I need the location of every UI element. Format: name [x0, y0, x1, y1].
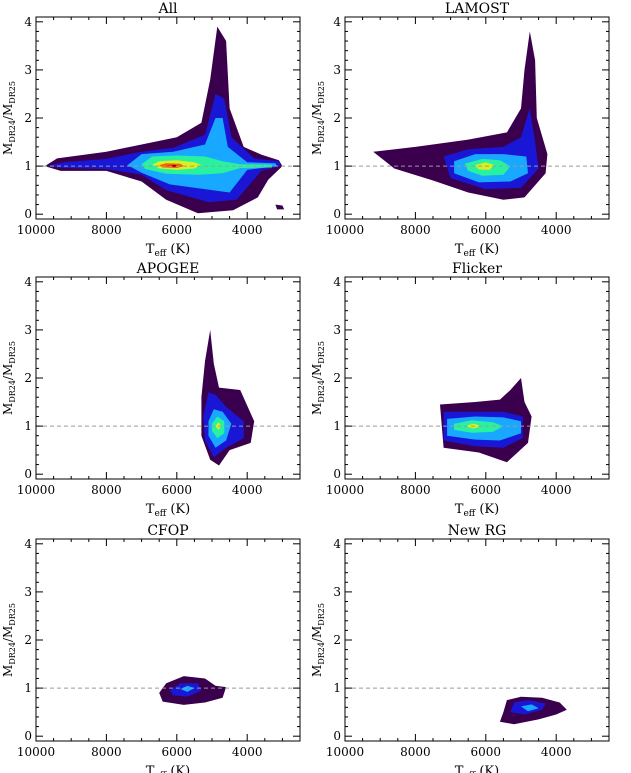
y-tick-label: 1 — [24, 159, 32, 173]
density-contours — [373, 31, 548, 200]
y-tick-label: 1 — [333, 681, 341, 695]
y-axis-label: MDR24/MDR25 — [1, 81, 17, 155]
x-tick-label: 6000 — [471, 745, 502, 759]
y-tick-label: 4 — [24, 15, 32, 29]
y-tick-label: 2 — [24, 111, 32, 125]
x-axis-label: Teff (K) — [146, 502, 190, 519]
x-tick-label: 6000 — [162, 745, 193, 759]
x-tick-label: 8000 — [91, 745, 122, 759]
x-tick-label: 10000 — [326, 483, 364, 497]
y-axis-label: MDR24/MDR25 — [1, 603, 17, 677]
y-axis-label: MDR24/MDR25 — [310, 341, 326, 415]
y-axis-label: MDR24/MDR25 — [310, 81, 326, 155]
x-tick-label: 10000 — [326, 745, 364, 759]
plot-frame — [35, 276, 301, 480]
y-tick-label: 0 — [333, 729, 341, 743]
panel-title: LAMOST — [445, 1, 510, 17]
y-tick-label: 0 — [333, 467, 341, 481]
y-tick-label: 4 — [333, 537, 341, 551]
x-tick-label: 10000 — [17, 483, 55, 497]
panel-cfop: 10000 8000 6000 4000 0 1 2 3 4 CFOP Teff (K) MDR24/… — [1, 523, 301, 773]
y-tick-label: 1 — [24, 681, 32, 695]
y-tick-label: 2 — [333, 371, 341, 385]
y-tick-label: 4 — [333, 275, 341, 289]
density-contours — [440, 378, 532, 463]
y-tick-label: 3 — [333, 585, 341, 599]
panel-all: 10000 8000 6000 4000 0 1 2 3 4 All Teff (K) MDR24/M… — [1, 1, 301, 259]
contour-level-3 — [141, 155, 272, 175]
contour-level-2 — [127, 118, 278, 193]
density-contours — [44, 26, 285, 214]
y-tick-label: 0 — [24, 729, 32, 743]
x-tick-label: 4000 — [541, 745, 572, 759]
y-tick-label: 4 — [333, 15, 341, 29]
y-tick-label: 3 — [333, 63, 341, 77]
panel-title: All — [157, 1, 178, 17]
y-tick-label: 1 — [333, 419, 341, 433]
x-tick-label: 10000 — [17, 223, 55, 237]
y-tick-label: 0 — [24, 467, 32, 481]
y-tick-label: 3 — [24, 585, 32, 599]
panel-title: Flicker — [452, 261, 502, 277]
y-tick-label: 2 — [24, 371, 32, 385]
y-tick-label: 0 — [333, 207, 341, 221]
y-tick-label: 1 — [333, 159, 341, 173]
y-tick-label: 0 — [24, 207, 32, 221]
x-axis-label: Teff (K) — [146, 764, 190, 773]
y-tick-label: 2 — [333, 111, 341, 125]
x-tick-label: 8000 — [91, 223, 122, 237]
contour-level-2 — [521, 704, 539, 712]
panel-title: New RG — [448, 523, 507, 539]
x-tick-label: 4000 — [232, 223, 263, 237]
x-tick-label: 8000 — [400, 483, 431, 497]
y-tick-label: 2 — [24, 633, 32, 647]
contour-level-4 — [475, 162, 495, 170]
y-tick-label: 1 — [24, 419, 32, 433]
plot-frame — [344, 538, 610, 742]
x-axis-label: Teff (K) — [455, 502, 499, 519]
x-tick-label: 10000 — [326, 223, 364, 237]
x-tick-label: 8000 — [400, 745, 431, 759]
x-tick-label: 10000 — [17, 745, 55, 759]
y-tick-label: 2 — [333, 633, 341, 647]
contour-level-0 — [275, 204, 285, 210]
x-tick-label: 8000 — [91, 483, 122, 497]
contour-level-6 — [168, 164, 179, 168]
x-axis-label: Teff (K) — [146, 242, 190, 259]
x-tick-label: 4000 — [232, 745, 263, 759]
panel-title: CFOP — [147, 523, 188, 539]
density-contours — [499, 696, 567, 725]
panel-title: APOGEE — [136, 261, 200, 277]
x-tick-label: 8000 — [400, 223, 431, 237]
y-tick-label: 3 — [24, 63, 32, 77]
x-axis-label: Teff (K) — [455, 242, 499, 259]
y-axis-label: MDR24/MDR25 — [1, 341, 17, 415]
panel-apogee: 10000 8000 6000 4000 0 1 2 3 4 APOGEE Teff (K) MDR2… — [1, 261, 301, 519]
y-tick-label: 3 — [24, 323, 32, 337]
x-tick-label: 6000 — [162, 223, 193, 237]
x-tick-label: 4000 — [541, 483, 572, 497]
density-contours — [201, 329, 255, 466]
x-tick-label: 6000 — [471, 223, 502, 237]
panel-flicker: 10000 8000 6000 4000 0 1 2 3 4 Flicker Teff (K) MDR… — [310, 261, 610, 519]
x-tick-label: 6000 — [162, 483, 193, 497]
y-tick-label: 4 — [24, 537, 32, 551]
x-axis-label: Teff (K) — [455, 764, 499, 773]
x-tick-label: 4000 — [541, 223, 572, 237]
x-tick-label: 6000 — [471, 483, 502, 497]
panel-new-rg: 10000 8000 6000 4000 0 1 2 3 4 New RG Teff (K) MDR2… — [310, 523, 610, 773]
y-axis-label: MDR24/MDR25 — [310, 603, 326, 677]
plot-frame — [35, 538, 301, 742]
x-tick-label: 4000 — [232, 483, 263, 497]
y-tick-label: 3 — [333, 323, 341, 337]
density-contours — [159, 676, 227, 705]
contour-level-2 — [180, 685, 195, 692]
y-tick-label: 4 — [24, 275, 32, 289]
panel-lamost: 10000 8000 6000 4000 0 1 2 3 4 LAMOST Teff (K) MDR2… — [310, 1, 610, 259]
